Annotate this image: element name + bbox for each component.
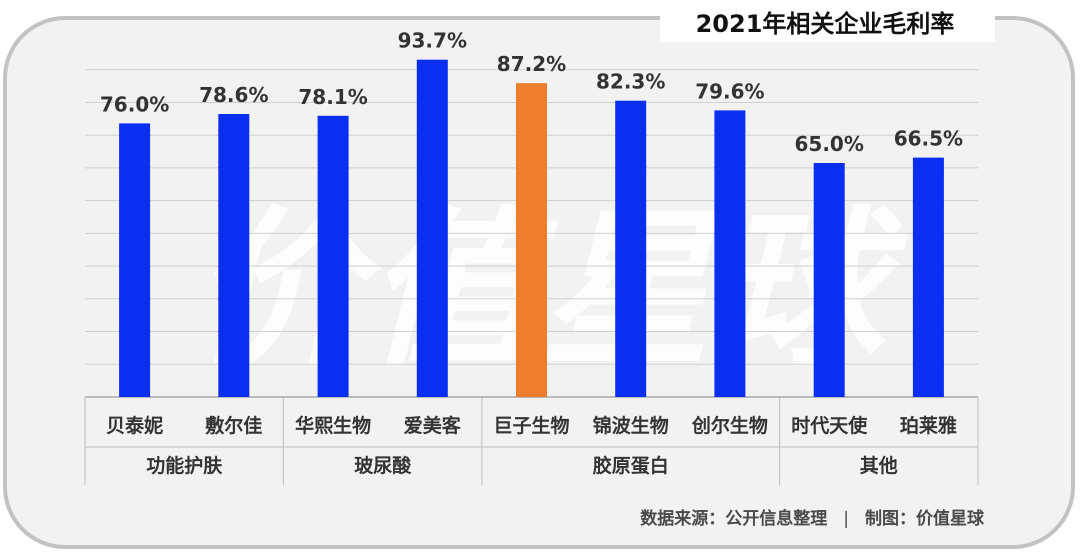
- footer: 数据来源：公开信息整理 | 制图：价值星球: [640, 504, 984, 529]
- data-label: 76.0%: [100, 92, 169, 116]
- bar-8: [813, 163, 845, 397]
- category-label: 时代天使: [791, 415, 868, 437]
- category-label: 敷尔佳: [205, 414, 262, 437]
- bar-4: [416, 59, 448, 397]
- category-label: 贝泰妮: [106, 414, 163, 437]
- data-label: 78.6%: [199, 83, 268, 107]
- footer-source: 数据来源：公开信息整理: [640, 509, 828, 529]
- bar-9: [912, 157, 944, 397]
- category-label: 巨子生物: [493, 414, 569, 437]
- group-label: 玻尿酸: [354, 454, 412, 477]
- data-label: 82.3%: [596, 70, 665, 94]
- bar-3: [317, 115, 349, 398]
- bar-1: [119, 123, 151, 398]
- footer-separator: |: [843, 509, 849, 529]
- category-label: 创尔生物: [691, 414, 768, 437]
- bar-5: [516, 83, 547, 397]
- group-label: 胶原蛋白: [593, 454, 669, 477]
- data-label: 65.0%: [795, 132, 864, 156]
- bar-6: [615, 100, 647, 397]
- category-label: 爱美客: [404, 414, 462, 437]
- group-label: 功能护肤: [146, 454, 223, 477]
- category-label: 锦波生物: [593, 414, 669, 437]
- bar-7: [714, 110, 746, 398]
- data-label: 93.7%: [398, 29, 467, 53]
- title-background: [660, 0, 995, 42]
- data-label: 78.1%: [298, 85, 367, 109]
- data-label: 79.6%: [695, 79, 764, 103]
- footer-credit: 制图：价值星球: [865, 509, 984, 529]
- data-label: 66.5%: [894, 127, 963, 151]
- group-label: 其他: [860, 454, 898, 477]
- bar-2: [218, 114, 250, 397]
- chart-title: 2021年相关企业毛利率: [695, 9, 955, 38]
- category-label: 珀莱雅: [900, 414, 957, 437]
- category-label: 华熙生物: [295, 414, 371, 437]
- data-label: 87.2%: [497, 52, 566, 76]
